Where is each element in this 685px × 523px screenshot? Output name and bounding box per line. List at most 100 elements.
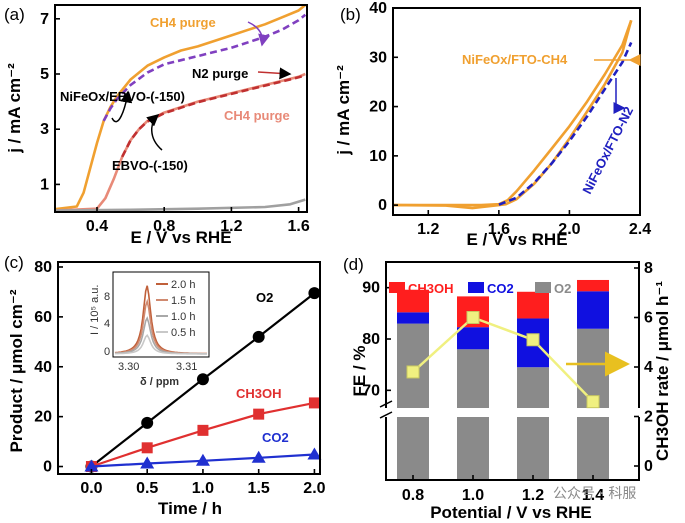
panel-c: (c) 0.0 0.5 1.0 1.5 2.0 0 20 40 60 80 Time / h Pr… (4, 253, 326, 518)
panel-c-point-O2 (196, 373, 209, 386)
panel-d-bar-CO2 (397, 312, 429, 324)
panel-c-point-O2 (308, 287, 321, 300)
panel-c-ytick-label: 20 (34, 409, 52, 426)
panel-a-ytick-label: 1 (40, 176, 49, 193)
panel-d-xlabel: Potential / V vs RHE (430, 503, 592, 522)
panel-c-ytick-label: 80 (34, 259, 52, 276)
panel-b-series-line-1 (392, 19, 633, 210)
panel-c-point-CH3OH (197, 424, 209, 436)
panel-a-label: (a) (4, 5, 25, 24)
panel-c-point-CH3OH (253, 408, 265, 420)
panel-d-legend-label: CO2 (487, 281, 514, 296)
panel-c-xtick-label: 1.0 (192, 480, 214, 497)
panel-b-xtick-label: 2.0 (558, 221, 580, 238)
panel-c-xtick-label: 0.5 (136, 480, 158, 497)
panel-a-arrow-n2 (247, 21, 270, 47)
panel-c-label-ch3oh: CH3OH (236, 386, 282, 401)
panel-d-legend-label: CH3OH (408, 281, 454, 296)
panel-c-point-CO2 (195, 453, 210, 466)
panel-b-xtick-label: 1.2 (417, 221, 439, 238)
inset-legend-label: 0.5 h (171, 327, 195, 339)
panel-c-xlabel: Time / h (158, 499, 222, 518)
panel-d-ytick-label: 70 (362, 382, 380, 399)
panel-a-series-line-4 (54, 198, 306, 212)
panel-a-arrow-ebvo (146, 114, 163, 151)
panel-c-point-CH3OH (141, 442, 153, 454)
panel-d-ytick-label: 80 (362, 331, 380, 348)
panel-c-xtick-label: 2.0 (303, 480, 325, 497)
panel-d-bar-CH3OH (517, 291, 549, 319)
inset-peaks (114, 285, 207, 355)
panel-c-point-CO2 (140, 456, 155, 469)
panel-d-xtick-label: 1.2 (522, 487, 544, 504)
panel-a-ytick-label: 5 (40, 66, 49, 83)
panel-d-bar-O2 (397, 323, 429, 480)
panel-c-ytick-label: 40 (34, 359, 52, 376)
panel-b-ytick-label: 30 (369, 49, 387, 66)
panel-a-xtick-label: 1.6 (287, 218, 309, 235)
inset-xtick-1: 3.30 (118, 361, 139, 373)
panel-a-frame (54, 4, 308, 213)
panel-b-ytick-label: 20 (369, 99, 387, 116)
panel-d-bar-CH3OH (577, 279, 609, 292)
panel-d-xtick-label: 1.0 (462, 487, 484, 504)
panel-d-ticks: 0.8 1.0 1.2 1.4 70 80 90 0 2 4 6 8 (362, 260, 653, 504)
panel-d-legend-swatch (468, 282, 484, 293)
panel-b-ticks: 1.2 1.6 2.0 2.4 0 10 20 30 40 (369, 0, 651, 238)
panel-c-frame (57, 261, 321, 475)
panel-c-label-o2: O2 (256, 290, 273, 305)
panel-c-ytick-label: 60 (34, 309, 52, 326)
panel-d-bars (397, 279, 609, 480)
panel-c-ylabel: Product / μmol cm⁻² (7, 289, 26, 452)
panel-c-xtick-label: 1.5 (248, 480, 270, 497)
panel-d-break-mark-1 (379, 400, 393, 408)
panel-b: (b) 1.2 1.6 2.0 2.4 0 10 20 30 40 E / V vs RHE j… (334, 0, 651, 249)
inset-legend-label: 1.0 h (171, 311, 195, 323)
inset-frame (112, 271, 210, 358)
panel-d-rate-point (526, 333, 540, 347)
inset-ytick-0: 0 (104, 346, 110, 358)
panel-c-ytick-label: 0 (43, 459, 52, 476)
panel-b-ytick-label: 40 (369, 0, 387, 17)
inset-ylabel: I / 10⁵ a.u. (89, 285, 101, 335)
panel-a-ylabel: j / mA cm⁻² (5, 63, 24, 154)
panel-c-label: (c) (4, 253, 24, 272)
panel-a: (a) 0.4 0.8 1.2 1.6 1 3 5 7 E / V vs RHE j / mA… (4, 3, 310, 247)
panel-b-ann-ch4: NiFeOx/FTO-CH4 (462, 52, 568, 67)
panel-c-xtick-label: 0.0 (80, 480, 102, 497)
panel-a-ann-n2: N2 purge (192, 66, 248, 81)
panel-b-ylabel: j / mA cm⁻² (334, 65, 353, 156)
panel-a-xtick-label: 0.4 (86, 218, 108, 235)
inset-legend-label: 1.5 h (171, 295, 195, 307)
panel-d-bar-CO2 (577, 291, 609, 329)
panel-d-legend-label: O2 (554, 281, 571, 296)
panel-d-break-mark-2 (379, 411, 393, 419)
inset-xtick-2: 3.31 (176, 361, 197, 373)
panel-b-xtick-label: 2.4 (629, 221, 651, 238)
panel-b-series-line-2 (498, 41, 633, 206)
panel-a-ytick-label: 7 (40, 11, 49, 28)
panel-d-xtick-label: 0.8 (402, 487, 424, 504)
panel-d-frame (385, 261, 640, 481)
panel-c-ticks: 0.0 0.5 1.0 1.5 2.0 0 20 40 60 80 (34, 259, 325, 497)
panel-d-legend-swatch (389, 282, 405, 293)
panel-d-bar-CO2 (457, 327, 489, 350)
panel-d-ytick-label: 90 (362, 280, 380, 297)
inset-legend-label: 2.0 h (171, 279, 195, 291)
panel-b-frame (392, 7, 641, 216)
panel-d-bar-O2 (517, 367, 549, 480)
panel-a-series-line-3 (121, 74, 306, 158)
panel-d-rate-point (586, 395, 600, 409)
panel-b-xtick-label: 1.6 (488, 221, 510, 238)
panel-d-y2tick-label: 0 (644, 458, 653, 475)
panel-c-series (84, 287, 322, 473)
panel-c-point-CO2 (251, 450, 266, 463)
panel-b-ann-n2: NiFeOx/FTO-N2 (579, 104, 636, 196)
panel-b-ytick-label: 10 (369, 148, 387, 165)
panel-a-arrow-n2-2 (257, 67, 292, 80)
panel-c-point-CO2 (84, 459, 99, 472)
panel-b-ytick-label: 0 (378, 197, 387, 214)
panel-d-xtick-label: 1.4 (582, 487, 604, 504)
panel-a-ann-ch4-top: CH4 purge (150, 15, 216, 30)
